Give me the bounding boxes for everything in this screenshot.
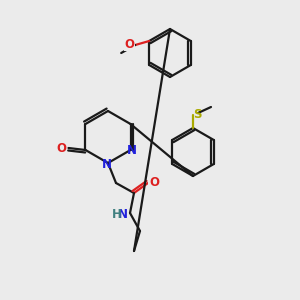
- Text: O: O: [56, 142, 67, 154]
- Text: H: H: [112, 208, 122, 220]
- Text: S: S: [193, 107, 201, 121]
- Text: N: N: [118, 208, 128, 220]
- Text: N: N: [127, 143, 136, 157]
- Text: O: O: [149, 176, 159, 188]
- Text: O: O: [124, 38, 134, 50]
- Text: N: N: [102, 158, 112, 172]
